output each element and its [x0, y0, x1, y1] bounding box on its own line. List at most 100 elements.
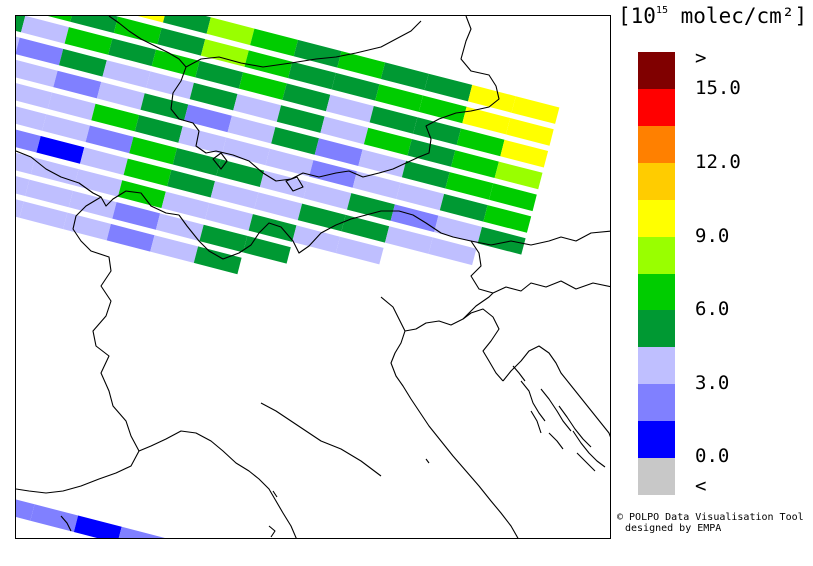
island	[272, 490, 278, 498]
swath-cell	[16, 83, 52, 109]
swath-cell	[292, 225, 340, 254]
swath-cell	[118, 526, 165, 538]
swath-cell	[70, 16, 119, 33]
swath-cell	[401, 160, 450, 189]
map-panel[interactable]	[15, 15, 611, 539]
swath-cell	[434, 215, 482, 244]
scale-label: 15.0	[695, 77, 741, 99]
swath-cell	[380, 62, 429, 91]
swath-cell	[297, 203, 346, 232]
scale-swatch	[638, 347, 675, 385]
swath-cell	[85, 125, 134, 154]
swath-cell	[16, 176, 30, 196]
swath-cell	[326, 94, 374, 123]
swath-cell	[113, 16, 162, 45]
island	[576, 452, 596, 472]
map-canvas	[16, 16, 610, 539]
swath-cell	[331, 72, 380, 101]
lake	[285, 176, 304, 192]
swath-cell	[74, 169, 123, 197]
swath-cell	[456, 128, 505, 157]
scale-swatch	[638, 384, 675, 422]
scale-swatch	[638, 88, 675, 127]
island	[512, 365, 526, 382]
swath-cell	[337, 51, 386, 79]
island	[268, 525, 276, 538]
scale-label: <	[695, 475, 707, 497]
swath-cell	[30, 504, 79, 532]
swath-cell	[16, 129, 41, 153]
island	[548, 432, 564, 450]
border-line	[16, 196, 140, 494]
swath-cell	[123, 158, 172, 187]
swath-cell	[243, 235, 291, 264]
swath-cell	[68, 190, 117, 219]
swath-cell	[140, 93, 189, 121]
scale-label: 12.0	[695, 151, 741, 173]
scale-swatch	[638, 125, 675, 164]
swath-cell	[451, 150, 499, 178]
swath-cell	[483, 205, 532, 233]
swath-cell	[418, 95, 467, 124]
swath-cell	[407, 139, 456, 167]
swath-cell	[112, 202, 161, 230]
lake	[212, 152, 228, 170]
swath-cell	[390, 204, 439, 233]
swath-cell	[16, 499, 35, 521]
credit-text: © POLPO Data Visualisation Tool designed…	[617, 512, 804, 534]
swath-cell	[363, 127, 412, 156]
coastline	[502, 345, 610, 438]
swath-cell	[500, 139, 549, 168]
swath-cell	[36, 136, 85, 164]
swath-cell	[16, 199, 24, 218]
scale-label: 3.0	[695, 372, 730, 394]
swath-cell	[134, 115, 183, 143]
swath-cell	[314, 138, 363, 166]
swath-cell	[248, 214, 297, 242]
swath-cell	[210, 181, 259, 209]
swath-cell	[16, 16, 26, 33]
swath-cell	[494, 161, 543, 190]
swath-cell	[320, 116, 369, 145]
swath-cell	[42, 114, 90, 142]
swath-cell	[511, 96, 560, 124]
swath-cell	[413, 117, 461, 145]
swath-cell	[47, 92, 96, 121]
border-line	[260, 402, 382, 477]
scale-swatch	[638, 162, 675, 201]
swath-cell	[303, 181, 352, 210]
swath-cell	[205, 202, 253, 231]
island	[530, 410, 542, 434]
scale-swatch	[638, 236, 675, 274]
swath-cell	[200, 39, 249, 67]
scale-swatch	[638, 310, 675, 348]
scale-label: 9.0	[695, 225, 730, 247]
swath-cell	[172, 148, 221, 176]
swath-cell	[16, 37, 64, 66]
swath-cell	[265, 148, 314, 177]
scale-swatch	[638, 458, 675, 496]
swath-cell	[21, 16, 69, 44]
swath-cell	[161, 538, 209, 539]
swath-cell	[199, 224, 248, 253]
swath-cell	[468, 84, 516, 113]
scale-swatch	[638, 199, 675, 238]
swath-cell	[59, 48, 107, 77]
credit-line-2: designed by EMPA	[625, 523, 722, 534]
unit-bracket-open: [	[618, 4, 631, 28]
border-line	[178, 210, 610, 260]
scale-label: 6.0	[695, 298, 730, 320]
swath-cell	[462, 106, 511, 135]
swath-cell	[385, 226, 433, 254]
swath-cell	[64, 27, 113, 55]
swath-cell	[375, 84, 423, 112]
unit-bracket-close: ]	[794, 4, 808, 28]
swath-cell	[195, 60, 244, 89]
swath-cell	[227, 115, 276, 144]
coastline	[60, 515, 72, 532]
swath-cell	[47, 16, 72, 22]
swath-cell	[439, 193, 488, 222]
swath-cell	[254, 192, 303, 221]
island	[572, 430, 606, 468]
swath-cell	[396, 182, 445, 211]
